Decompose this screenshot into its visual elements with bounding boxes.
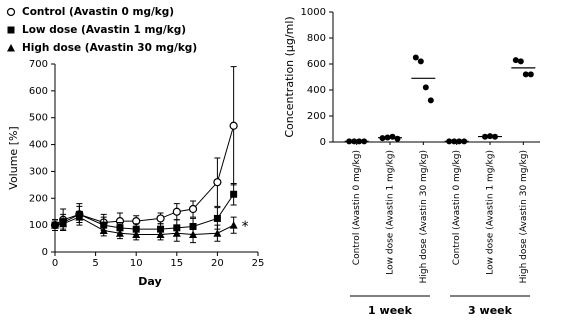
y-tick-label: 400 [307, 85, 326, 96]
y-tick-label: 0 [320, 137, 326, 148]
y-tick-label: 500 [29, 113, 48, 124]
data-point [412, 54, 419, 61]
legend-label: Low dose (Avastin 1 mg/kg) [22, 24, 186, 36]
x-tick-label: Control (Avastin 0 mg/kg) [352, 150, 362, 265]
data-point [213, 178, 222, 187]
legend-marker [7, 26, 15, 34]
y-tick-label: 100 [29, 220, 48, 231]
data-point [427, 97, 434, 104]
x-axis-label: Day [138, 275, 161, 288]
data-point [75, 213, 84, 221]
x-tick-label: High dose (Avastin 30 mg/kg) [519, 150, 529, 283]
legend-marker [6, 7, 16, 17]
x-tick-label: Low dose (Avastin 1 mg/kg) [486, 150, 496, 275]
series-line [54, 125, 235, 226]
group-label: 1 week [368, 304, 413, 317]
x-tick-label: Control (Avastin 0 mg/kg) [452, 150, 462, 265]
data-point [51, 221, 59, 229]
data-point [188, 204, 198, 214]
y-tick-label: 200 [29, 193, 48, 204]
data-point [229, 121, 238, 130]
data-point [422, 84, 429, 91]
x-tick-label: 5 [92, 258, 98, 269]
data-point [99, 226, 108, 235]
data-point [115, 229, 124, 237]
data-point [189, 230, 198, 239]
x-tick-label: 25 [252, 258, 265, 269]
x-tick-label: Low dose (Avastin 1 mg/kg) [386, 150, 396, 275]
y-axis-label: Concentration (µg/ml) [283, 16, 296, 137]
y-tick-label: 200 [307, 111, 326, 122]
data-point [156, 214, 165, 223]
data-point [512, 57, 519, 64]
data-point [132, 230, 141, 239]
data-point [172, 229, 181, 237]
y-tick-label: 1000 [301, 7, 326, 18]
data-point [59, 219, 68, 228]
data-point [527, 71, 534, 78]
y-tick-label: 400 [29, 140, 48, 151]
data-point [213, 229, 222, 237]
annotation: * [242, 219, 249, 235]
x-tick-label: 20 [211, 258, 224, 269]
y-tick-label: 0 [42, 247, 48, 258]
data-point [230, 190, 238, 198]
data-point [517, 58, 524, 65]
x-tick-label: 0 [52, 258, 58, 269]
group-label: 3 week [468, 304, 513, 317]
legend-label: High dose (Avastin 30 mg/kg) [22, 42, 197, 54]
y-tick-label: 800 [307, 33, 326, 44]
x-tick-label: 10 [130, 258, 143, 269]
data-point [156, 230, 165, 239]
data-point [213, 214, 221, 222]
data-point [522, 71, 529, 78]
y-tick-label: 300 [29, 166, 48, 177]
legend-label: Control (Avastin 0 mg/kg) [22, 6, 174, 18]
data-point [394, 135, 401, 142]
x-tick-label: 15 [170, 258, 183, 269]
legend-marker [7, 44, 15, 52]
x-tick-label: High dose (Avastin 30 mg/kg) [419, 150, 429, 283]
y-tick-label: 700 [29, 59, 48, 70]
y-tick-label: 600 [307, 59, 326, 70]
y-axis-label: Volume [%] [7, 126, 20, 189]
data-point [417, 58, 424, 65]
y-tick-label: 600 [29, 86, 48, 97]
data-point [172, 207, 181, 216]
data-point [229, 221, 238, 229]
